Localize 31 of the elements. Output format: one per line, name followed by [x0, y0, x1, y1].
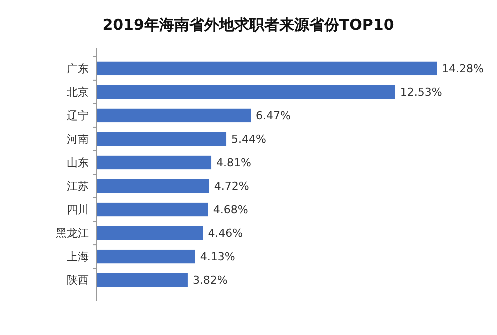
data-label: 14.28%: [442, 62, 484, 76]
y-tick-label: 河南: [67, 133, 89, 146]
bar: [97, 85, 396, 100]
y-tick-label: 四川: [67, 204, 89, 217]
data-label: 6.47%: [256, 110, 291, 123]
y-tick-label: 北京: [67, 86, 89, 100]
y-tick-label: 江苏: [67, 180, 89, 194]
data-label: 4.72%: [214, 180, 250, 194]
data-label: 4.68%: [213, 204, 248, 217]
bar: [97, 156, 212, 170]
y-tick-label: 广东: [67, 62, 89, 76]
data-label: 4.81%: [216, 156, 252, 170]
data-label: 4.13%: [200, 250, 236, 264]
bar: [97, 250, 196, 264]
bar: [97, 202, 208, 217]
bar: [97, 226, 204, 240]
data-label: 5.44%: [232, 133, 266, 146]
y-tick-label: 辽宁: [67, 110, 89, 123]
y-tick-label: 陕西: [67, 274, 89, 288]
bar: [97, 179, 210, 194]
data-label: 12.53%: [400, 86, 442, 100]
bar: [97, 273, 188, 288]
y-tick-label: 上海: [67, 250, 89, 264]
data-label: 3.82%: [192, 274, 228, 288]
data-label: 4.46%: [208, 227, 244, 240]
bar: [97, 62, 437, 76]
y-tick-label: 山东: [67, 156, 89, 170]
bar: [97, 108, 252, 123]
bar: [97, 132, 227, 146]
chart-title: 2019年海南省外地求职者来源省份TOP10: [102, 16, 394, 34]
y-tick-label: 黑龙江: [56, 227, 89, 240]
